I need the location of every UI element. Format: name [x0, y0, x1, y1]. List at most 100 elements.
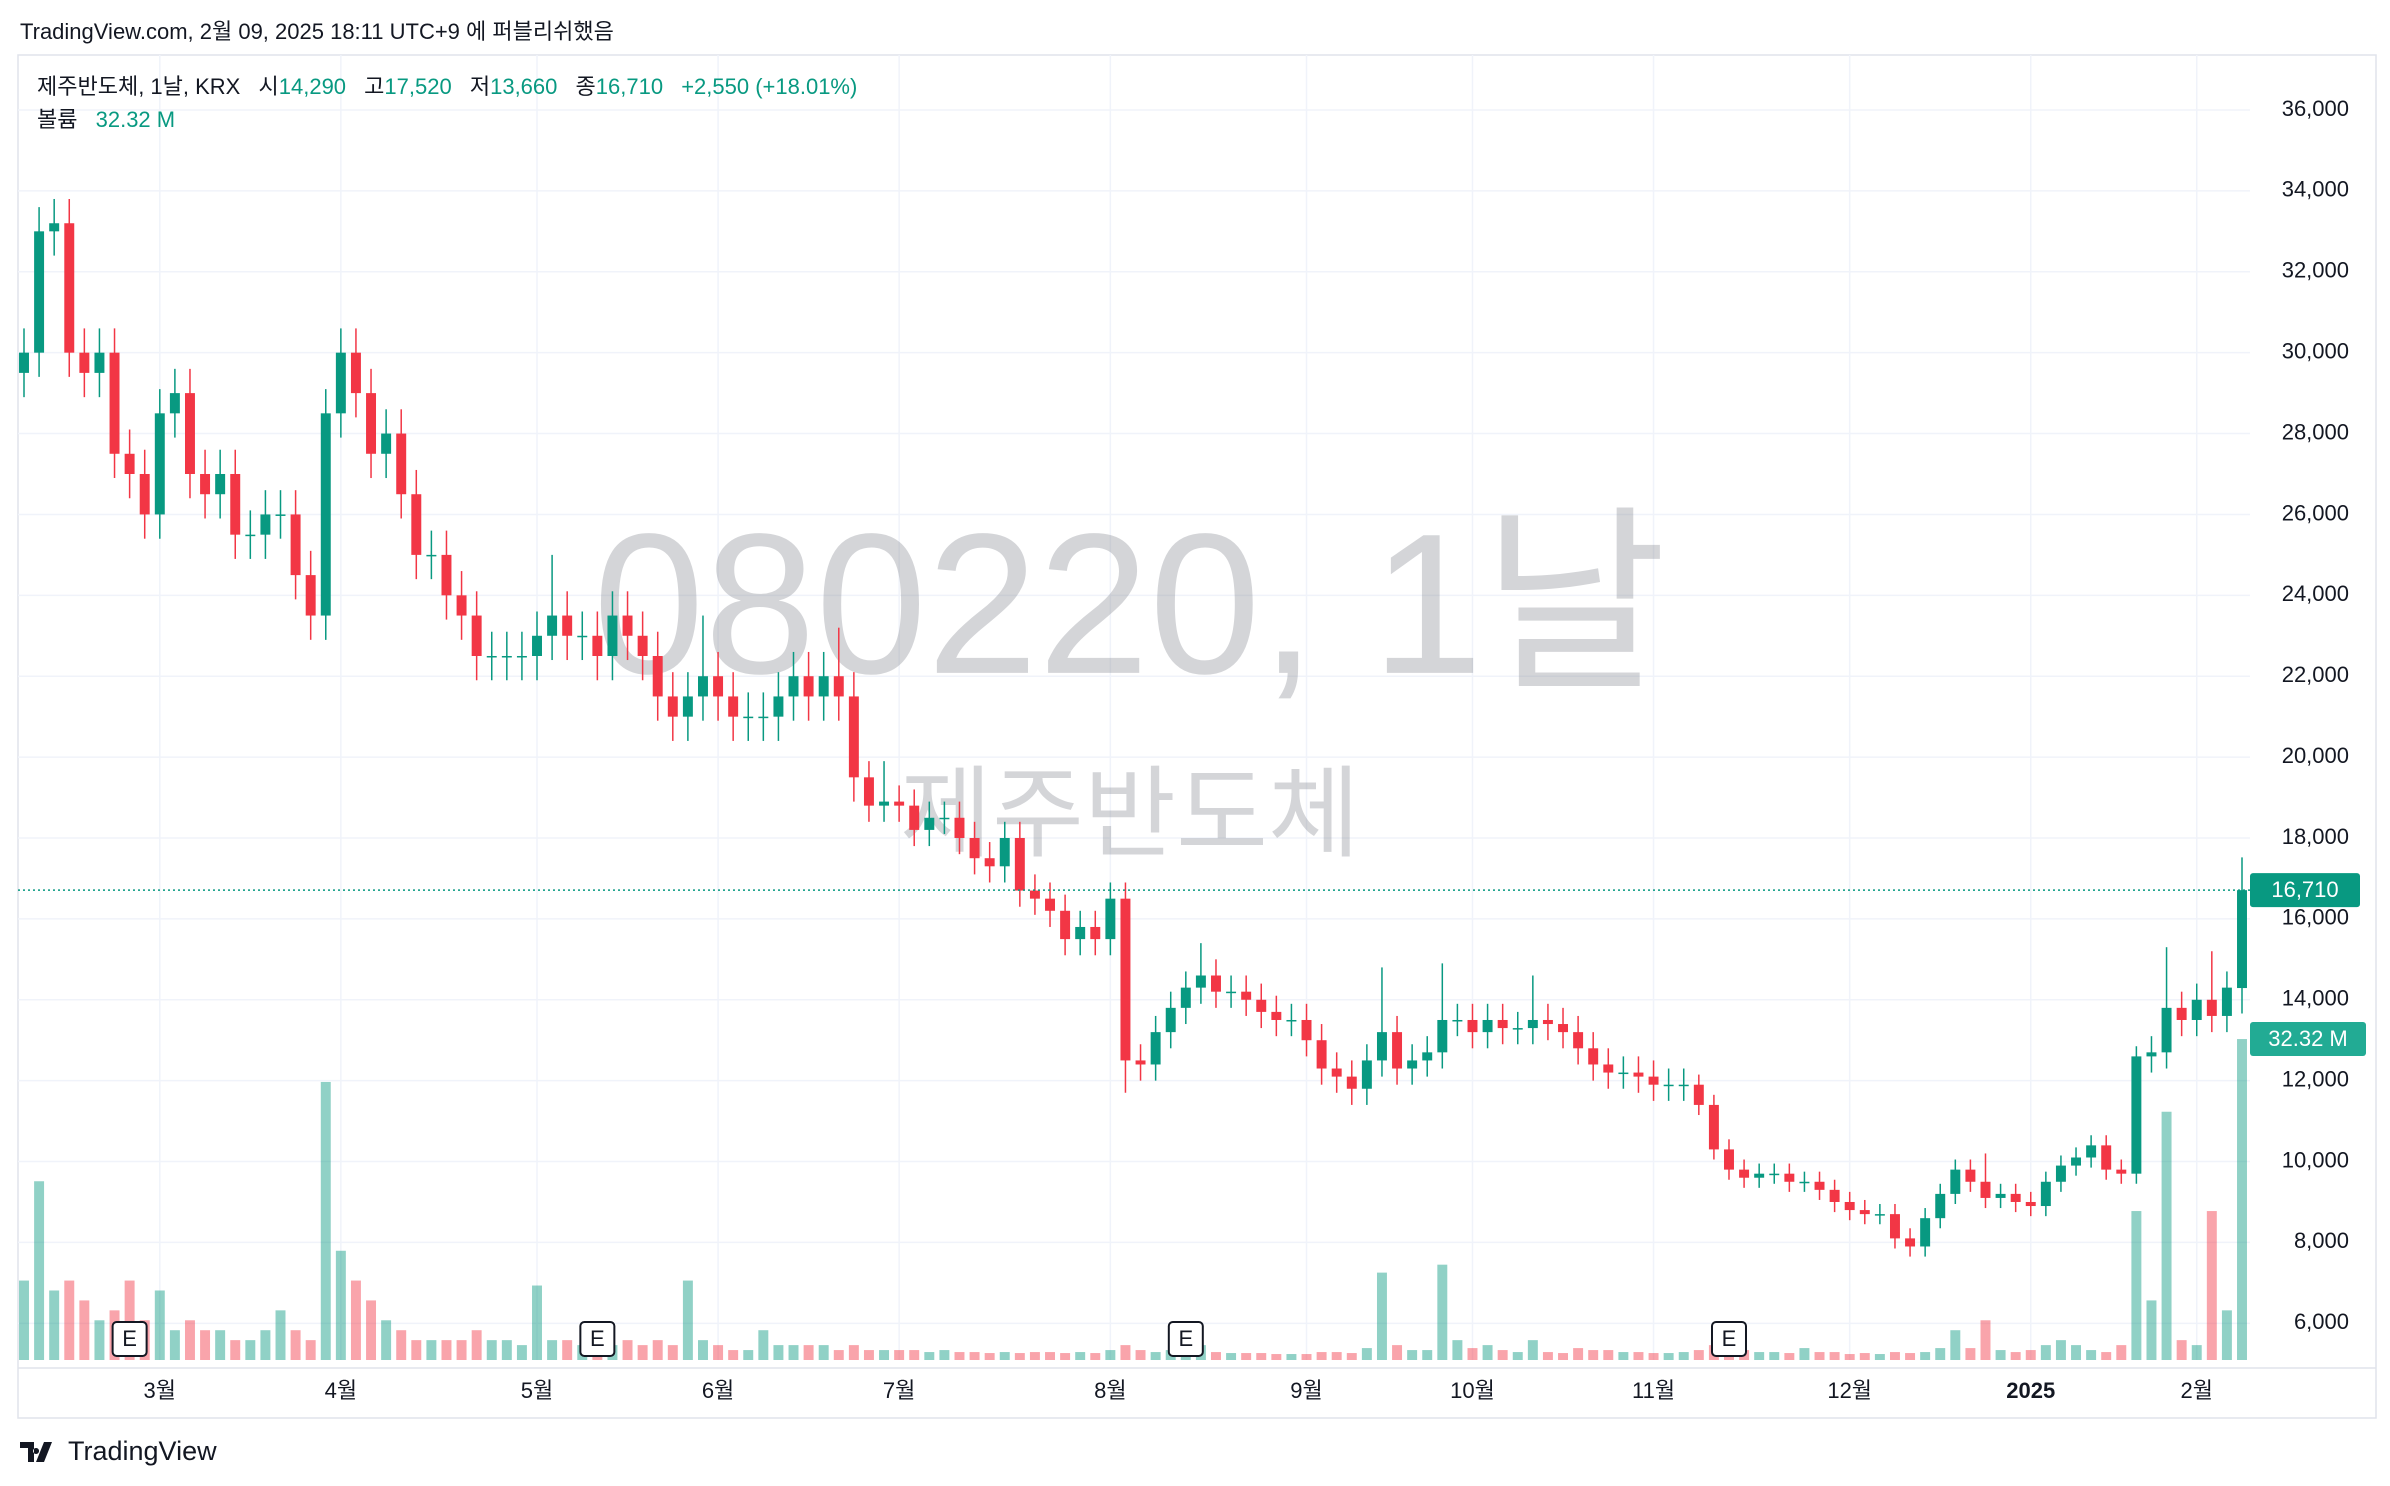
candle-body	[1889, 1214, 1900, 1239]
volume-bar	[1361, 1348, 1372, 1360]
volume-bar	[743, 1350, 754, 1360]
candle-body	[1286, 1019, 1297, 1022]
y-tick-label: 22,000	[2282, 662, 2349, 687]
volume-bar	[2221, 1310, 2232, 1360]
volume-bar	[19, 1280, 29, 1360]
volume-bar	[1376, 1272, 1387, 1360]
volume-bar	[713, 1345, 724, 1360]
volume-bar	[1452, 1340, 1463, 1360]
volume-bar	[1316, 1352, 1327, 1360]
candle-body	[1844, 1201, 1855, 1211]
candle-body	[2146, 1052, 2157, 1057]
candle-body	[1452, 1019, 1463, 1022]
volume-bar	[939, 1350, 950, 1360]
candle-body	[1316, 1040, 1327, 1069]
candle-body	[1392, 1032, 1403, 1069]
volume-bar	[2055, 1340, 2066, 1360]
candle-body	[381, 433, 392, 454]
volume-bar	[1437, 1264, 1448, 1360]
candle-body	[245, 534, 256, 537]
candle-body	[954, 817, 965, 838]
brand: TradingView	[68, 1436, 217, 1466]
candle-body	[2206, 999, 2217, 1016]
x-tick-label: 7월	[883, 1378, 915, 1403]
volume-bar	[2206, 1211, 2217, 1360]
candle-body	[411, 494, 422, 555]
candle-body	[2237, 890, 2247, 989]
candle-body	[79, 352, 90, 373]
y-tick-label: 26,000	[2282, 500, 2349, 525]
close-value: 16,710	[595, 74, 664, 99]
volume-bar	[1075, 1352, 1086, 1360]
brand-logo	[20, 1441, 52, 1462]
volume-bar	[728, 1350, 739, 1360]
candle-body	[758, 716, 769, 719]
candle-body	[1874, 1214, 1885, 1216]
candle-body	[200, 473, 211, 495]
volume-bar	[411, 1340, 422, 1360]
volume-bar	[441, 1340, 452, 1360]
candle-body	[1769, 1173, 1780, 1176]
candle-body	[320, 413, 331, 616]
volume-bar	[2071, 1345, 2082, 1360]
candle-body	[2176, 1007, 2187, 1020]
chart-frame	[17, 54, 2377, 1419]
volume-bar	[532, 1285, 542, 1360]
volume-bar	[320, 1081, 331, 1360]
volume-bar	[758, 1330, 769, 1360]
candle-body	[471, 615, 482, 656]
candle-body	[2101, 1145, 2112, 1170]
close-label: 종	[575, 74, 596, 99]
candle-body	[230, 473, 241, 535]
y-tick-label: 8,000	[2294, 1228, 2349, 1253]
candle-body	[2086, 1145, 2097, 1158]
volume-bar	[2237, 1039, 2247, 1360]
candle-body	[396, 433, 407, 495]
volume-bar	[1829, 1352, 1840, 1360]
candle-body	[637, 635, 648, 656]
candle-body	[1814, 1181, 1825, 1190]
candle-body	[516, 655, 527, 658]
candle-body	[562, 615, 573, 636]
watermark-name: 제주반도체	[900, 758, 1360, 870]
candle-body	[1075, 926, 1086, 940]
volume-bar	[833, 1350, 844, 1360]
y-tick-label: 10,000	[2282, 1147, 2349, 1172]
event-label: E	[1178, 1326, 1193, 1351]
volume-bar	[863, 1350, 874, 1360]
y-tick-label: 28,000	[2282, 419, 2349, 444]
candle-body	[124, 453, 135, 474]
y-tick-label: 16,000	[2282, 905, 2349, 930]
candle-body	[1724, 1149, 1734, 1170]
candle-body	[2116, 1169, 2127, 1174]
last-volume-label: 32.32 M	[2268, 1026, 2348, 1051]
candle-body	[2191, 999, 2202, 1020]
candle-body	[1135, 1060, 1146, 1065]
open-label: 시	[258, 74, 279, 99]
volume-bar	[637, 1345, 648, 1360]
high-label: 고	[364, 74, 385, 99]
volume-bar	[1211, 1352, 1221, 1360]
candle-body	[1905, 1238, 1916, 1247]
candle-body	[909, 805, 920, 830]
volume-bar	[969, 1352, 980, 1360]
candle-body	[728, 696, 739, 717]
volume-bar	[1512, 1352, 1523, 1360]
volume-bar	[2116, 1345, 2127, 1360]
candle-body	[139, 473, 150, 515]
candle-body	[1150, 1032, 1161, 1065]
y-tick-label: 18,000	[2282, 824, 2349, 849]
candle-body	[486, 655, 497, 658]
candle-body	[1211, 975, 1221, 992]
candle-body	[682, 696, 693, 717]
candle-body	[1407, 1060, 1418, 1069]
candle-body	[1512, 1028, 1523, 1030]
watermark: 080220, 1날	[593, 493, 1667, 716]
candle-body	[1603, 1064, 1614, 1073]
volume-bar	[1663, 1353, 1674, 1360]
volume-bar	[1422, 1350, 1433, 1360]
candle-body	[19, 352, 29, 373]
volume-bar	[2101, 1352, 2112, 1360]
volume-bar	[1769, 1352, 1780, 1360]
